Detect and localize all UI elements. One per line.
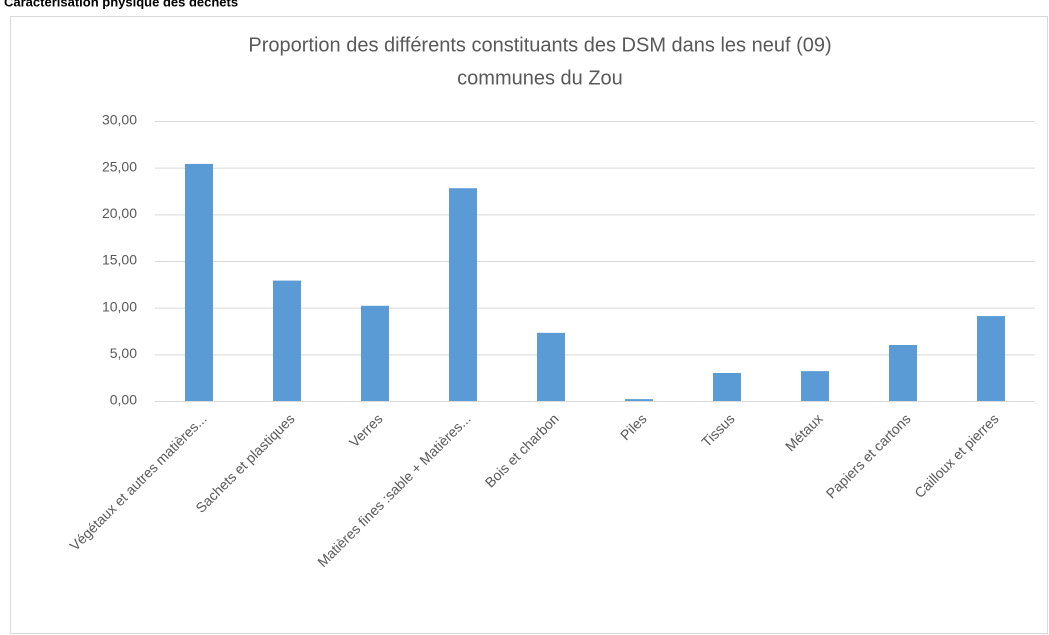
bar [625, 399, 653, 401]
chart-title: Proportion des différents constituants d… [248, 34, 831, 56]
y-tick-label: 5,00 [110, 345, 137, 361]
chart-title: communes du Zou [457, 67, 623, 89]
page-heading: Caractérisation physique des déchets [4, 0, 238, 9]
bar [361, 305, 389, 401]
y-tick-label: 0,00 [110, 392, 137, 408]
bar [977, 316, 1005, 401]
y-tick-label: 20,00 [102, 205, 137, 221]
bar [185, 163, 213, 401]
y-tick-label: 15,00 [102, 252, 137, 268]
bar [273, 280, 301, 401]
chart-frame [10, 16, 1048, 634]
y-tick-label: 30,00 [102, 112, 137, 128]
y-tick-label: 10,00 [102, 298, 137, 314]
bar [449, 188, 477, 401]
bar [889, 345, 917, 401]
bar [801, 371, 829, 401]
bar [713, 373, 741, 401]
y-tick-label: 25,00 [102, 158, 137, 174]
bar [537, 332, 565, 401]
